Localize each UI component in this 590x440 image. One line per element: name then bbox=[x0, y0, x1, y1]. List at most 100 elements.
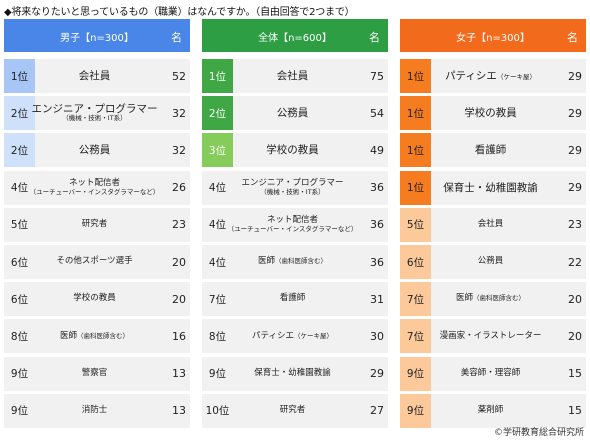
all-rank-row: 10位 研究者 27 bbox=[202, 393, 388, 428]
respondent-count: 31 bbox=[370, 292, 384, 306]
occupation-label: 看護師 bbox=[279, 293, 306, 304]
occupation-name: 公務員 bbox=[433, 245, 548, 279]
all-rank-row: 4位 ネット配信者 （ユーチューバー・インスタグラマーなど） 36 bbox=[202, 207, 388, 242]
male-rank-row: 8位 医師（歯科医師含む） 16 bbox=[4, 319, 190, 354]
occupation-label: 消防士 bbox=[81, 404, 108, 415]
respondent-count: 54 bbox=[370, 106, 384, 120]
female-panel-header: 女子【n=300】 名 bbox=[400, 19, 586, 52]
rank-label: 8位 bbox=[202, 319, 233, 354]
occupation-label: 公務員 bbox=[477, 256, 504, 267]
occupation-label: 学校の教員 bbox=[73, 293, 116, 304]
female-rank-row: 1位 パティシエ（ケーキ屋） 29 bbox=[400, 59, 586, 93]
occupation-name: 看護師 bbox=[235, 282, 350, 316]
occupation-note: （歯科医師含む） bbox=[275, 257, 327, 266]
respondent-count: 20 bbox=[568, 329, 582, 343]
all-header-label: 全体【n=600】 bbox=[258, 33, 332, 44]
rank-label: 5位 bbox=[4, 207, 35, 242]
occupation-label: 看護師 bbox=[474, 144, 507, 157]
all-header-unit: 名 bbox=[369, 31, 380, 44]
rank-label: 5位 bbox=[400, 207, 431, 242]
male-rank-row: 5位 研究者 23 bbox=[4, 207, 190, 242]
occupation-name: エンジニア・プログラマー （機械・技術・IT系） bbox=[32, 96, 158, 130]
occupation-name: 公務員 bbox=[37, 133, 152, 167]
occupation-name: 学校の教員 bbox=[433, 96, 548, 130]
rank-label: 3位 bbox=[202, 133, 233, 168]
rank-label: 9位 bbox=[202, 356, 233, 391]
occupation-label: ネット配信者 bbox=[266, 215, 318, 226]
rank-label: 2位 bbox=[4, 96, 35, 131]
rank-label: 9位 bbox=[400, 393, 431, 428]
occupation-label: 医師（歯科医師含む） bbox=[257, 256, 327, 267]
copyright-notice: ©学研教育総合研究所 bbox=[493, 428, 584, 438]
respondent-count: 32 bbox=[172, 143, 186, 157]
all-panel-header: 全体【n=600】 名 bbox=[202, 19, 388, 52]
respondent-count: 20 bbox=[568, 292, 582, 306]
occupation-name: パティシエ（ケーキ屋） bbox=[433, 59, 548, 93]
occupation-label: 学校の教員 bbox=[266, 144, 319, 157]
respondent-count: 29 bbox=[568, 143, 582, 157]
occupation-note: （ユーチューバー・インスタグラマーなど） bbox=[227, 224, 358, 233]
female-rank-row: 9位 薬剤師 15 bbox=[400, 393, 586, 428]
male-rank-row: 9位 消防士 13 bbox=[4, 393, 190, 428]
female-header-unit: 名 bbox=[567, 31, 578, 44]
respondent-count: 29 bbox=[370, 367, 384, 381]
respondent-count: 13 bbox=[172, 367, 186, 381]
rank-label: 7位 bbox=[202, 282, 233, 317]
rank-label: 1位 bbox=[4, 59, 35, 93]
occupation-name: ネット配信者 （ユーチューバー・インスタグラマーなど） bbox=[30, 171, 160, 205]
occupation-name: 研究者 bbox=[235, 394, 350, 428]
respondent-count: 13 bbox=[172, 404, 186, 418]
male-rank-row: 1位 会社員 52 bbox=[4, 59, 190, 93]
all-ranking-panel: 全体【n=600】 名 1位 会社員 75 2位 公務員 54 3位 学校の教員 49 4位 エンジ… bbox=[202, 19, 388, 428]
occupation-note: （歯科医師含む） bbox=[473, 294, 525, 303]
occupation-name: 会社員 bbox=[235, 59, 350, 93]
occupation-name: 学校の教員 bbox=[37, 282, 152, 316]
rank-label: 4位 bbox=[202, 245, 233, 279]
respondent-count: 26 bbox=[172, 181, 186, 195]
occupation-label: 公務員 bbox=[276, 107, 309, 120]
occupation-label: 研究者 bbox=[81, 218, 108, 229]
male-rank-row: 6位 その他スポーツ選手 20 bbox=[4, 245, 190, 279]
occupation-note: （機械・技術・IT系） bbox=[260, 187, 325, 196]
all-rank-row: 7位 看護師 31 bbox=[202, 282, 388, 317]
rank-label: 9位 bbox=[400, 356, 431, 391]
rank-label: 1位 bbox=[202, 59, 233, 93]
all-rank-row: 4位 医師（歯科医師含む） 36 bbox=[202, 245, 388, 279]
occupation-label: パティシエ（ケーキ屋） bbox=[252, 330, 333, 341]
female-rank-row: 5位 会社員 23 bbox=[400, 207, 586, 242]
occupation-name: 保育士・幼稚園教諭 bbox=[235, 357, 350, 391]
occupation-label: 医師（歯科医師含む） bbox=[59, 330, 129, 341]
male-rank-row: 4位 ネット配信者 （ユーチューバー・インスタグラマーなど） 26 bbox=[4, 170, 190, 205]
occupation-name: ネット配信者 （ユーチューバー・インスタグラマーなど） bbox=[228, 208, 358, 242]
rank-label: 9位 bbox=[4, 393, 35, 428]
female-rank-row: 7位 漫画家・イラストレーター 20 bbox=[400, 319, 586, 354]
respondent-count: 23 bbox=[568, 218, 582, 232]
respondent-count: 20 bbox=[172, 255, 186, 269]
occupation-label: 薬剤師 bbox=[477, 404, 504, 415]
occupation-label: 医師（歯科医師含む） bbox=[455, 293, 525, 304]
female-rank-row: 1位 看護師 29 bbox=[400, 133, 586, 168]
female-header-label: 女子【n=300】 bbox=[456, 33, 530, 44]
occupation-name: 保育士・幼稚園教諭 bbox=[433, 171, 548, 205]
respondent-count: 30 bbox=[370, 329, 384, 343]
respondent-count: 29 bbox=[568, 69, 582, 83]
rank-label: 6位 bbox=[4, 245, 35, 279]
occupation-label: 研究者 bbox=[279, 404, 306, 415]
occupation-name: エンジニア・プログラマー （機械・技術・IT系） bbox=[235, 171, 350, 205]
rank-label: 1位 bbox=[400, 133, 431, 168]
respondent-count: 49 bbox=[370, 143, 384, 157]
occupation-label: 保育士・幼稚園教諭 bbox=[254, 367, 331, 378]
male-rank-row: 2位 エンジニア・プログラマー （機械・技術・IT系） 32 bbox=[4, 96, 190, 131]
occupation-name: 薬剤師 bbox=[433, 394, 548, 428]
all-rank-row: 8位 パティシエ（ケーキ屋） 30 bbox=[202, 319, 388, 354]
rank-label: 1位 bbox=[400, 170, 431, 205]
respondent-count: 52 bbox=[172, 69, 186, 83]
respondent-count: 15 bbox=[568, 367, 582, 381]
occupation-name: その他スポーツ選手 bbox=[37, 245, 152, 279]
rank-label: 7位 bbox=[400, 319, 431, 354]
occupation-note: （ケーキ屋） bbox=[496, 72, 536, 81]
occupation-name: 研究者 bbox=[37, 208, 152, 242]
all-rank-row: 9位 保育士・幼稚園教諭 29 bbox=[202, 356, 388, 391]
respondent-count: 29 bbox=[568, 181, 582, 195]
rank-label: 1位 bbox=[400, 59, 431, 93]
